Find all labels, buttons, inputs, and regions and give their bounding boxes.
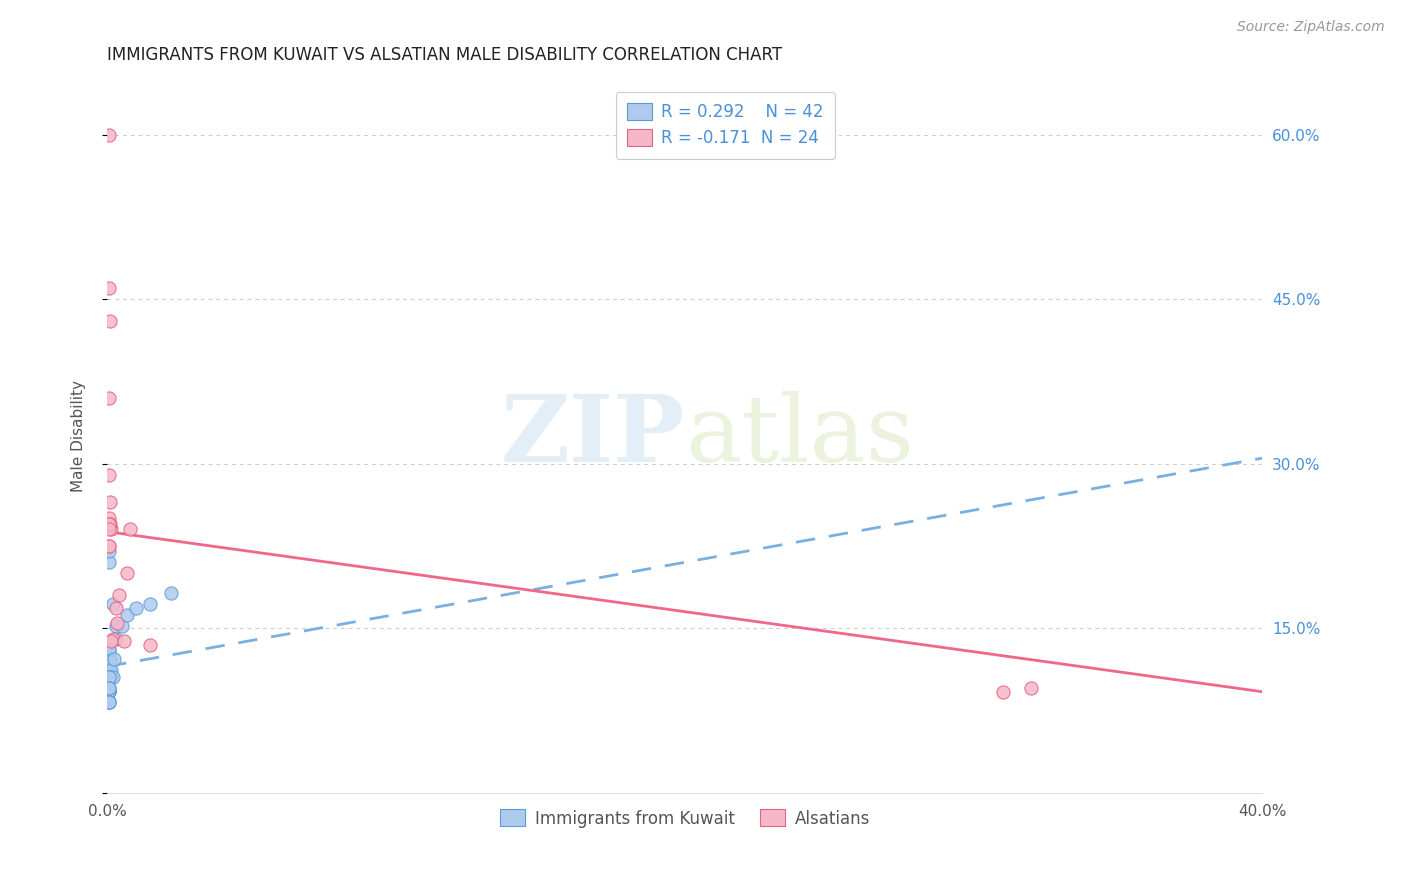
Point (125, 601, 148, 615)
Point (104, 632, 127, 646)
Point (97, 695, 120, 709)
Text: atlas: atlas (685, 392, 914, 481)
Y-axis label: Male Disability: Male Disability (72, 380, 86, 492)
Point (97, 681, 120, 696)
Point (97, 695, 120, 709)
Point (100, 522, 122, 536)
Point (107, 588, 129, 602)
Point (97, 683, 120, 698)
Point (98, 671, 121, 685)
Point (97, 663, 120, 677)
Point (97, 683, 120, 698)
Point (104, 619, 127, 633)
Point (110, 619, 132, 633)
Point (97, 652, 120, 666)
Point (97, 683, 120, 698)
Point (97, 654, 120, 668)
Point (103, 652, 125, 666)
Point (97, 695, 120, 709)
Point (97, 128, 120, 142)
Point (139, 597, 162, 611)
Point (98, 495, 121, 509)
Point (98, 314, 121, 328)
Point (100, 671, 122, 685)
Text: IMMIGRANTS FROM KUWAIT VS ALSATIAN MALE DISABILITY CORRELATION CHART: IMMIGRANTS FROM KUWAIT VS ALSATIAN MALE … (107, 46, 782, 64)
Point (98, 652, 121, 666)
Point (101, 632, 124, 646)
Point (97, 683, 120, 698)
Point (97, 467, 120, 482)
Point (97, 663, 120, 677)
Point (105, 615, 128, 630)
Point (97, 539, 120, 553)
Point (1021, 681, 1043, 696)
Point (97, 683, 120, 698)
Point (98, 516, 121, 531)
Point (100, 663, 122, 677)
Point (97, 522, 120, 536)
Point (117, 566, 139, 581)
Point (117, 607, 139, 622)
Point (97, 671, 120, 685)
Point (97, 671, 120, 685)
Point (991, 684, 1014, 698)
Point (97, 539, 120, 553)
Point (159, 586, 181, 600)
Point (97, 511, 120, 525)
Point (98, 662, 121, 676)
Point (97, 555, 120, 569)
Point (98, 652, 121, 666)
Point (97, 654, 120, 668)
Legend: Immigrants from Kuwait, Alsatians: Immigrants from Kuwait, Alsatians (494, 803, 876, 834)
Text: ZIP: ZIP (501, 392, 685, 481)
Point (139, 638, 162, 652)
Point (101, 597, 124, 611)
Point (120, 522, 142, 536)
Point (101, 671, 124, 685)
Point (104, 601, 127, 615)
Point (112, 634, 135, 648)
Point (97, 281, 120, 295)
Point (97, 654, 120, 668)
Point (97, 643, 120, 657)
Point (97, 681, 120, 696)
Text: Source: ZipAtlas.com: Source: ZipAtlas.com (1237, 20, 1385, 34)
Point (97, 544, 120, 558)
Point (97, 671, 120, 685)
Point (97, 391, 120, 405)
Point (97, 516, 120, 531)
Point (97, 671, 120, 685)
Point (98, 671, 121, 685)
Point (97, 643, 120, 657)
Point (98, 663, 121, 677)
Point (100, 634, 122, 648)
